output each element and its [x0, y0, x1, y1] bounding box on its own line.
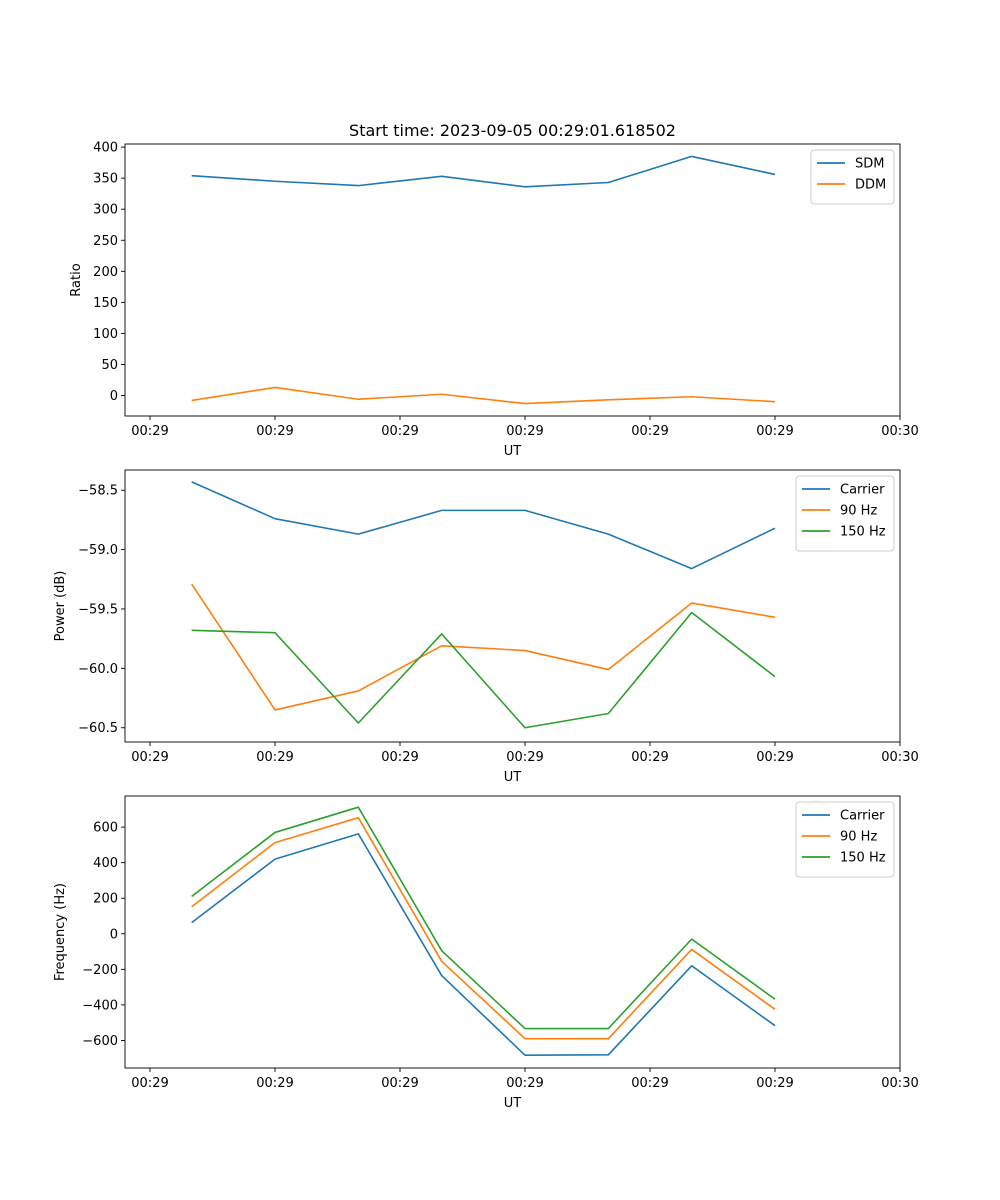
- x-tick-label: 00:29: [256, 750, 293, 765]
- legend-label: Carrier: [840, 809, 885, 824]
- y-tick-label: 150: [93, 296, 118, 311]
- axes-frame: [124, 469, 901, 743]
- y-tick-label: 50: [101, 358, 118, 373]
- series-line-sdm: [191, 155, 776, 188]
- x-tick-label: 00:29: [131, 424, 168, 439]
- y-tick-label: −59.5: [78, 602, 118, 617]
- chart-panel-3: 00:29 00:29 00:29 00:29 00:29 00:29 00:30 −600 −…: [53, 795, 919, 1111]
- y-tick-label: 200: [93, 892, 118, 907]
- y-tick-label: 200: [93, 265, 118, 280]
- x-tick-label: 00:29: [256, 1076, 293, 1091]
- x-tick-label: 00:29: [131, 1076, 168, 1091]
- y-tick-label: 100: [93, 327, 118, 342]
- y-tick-label: 0: [110, 389, 118, 404]
- y-axis-label: Power (dB): [53, 571, 68, 642]
- series-line-carrier: [191, 481, 776, 570]
- y-tick-label: 350: [93, 172, 118, 187]
- x-axis-label: UT: [504, 444, 522, 459]
- y-tick-label: −60.5: [78, 721, 118, 736]
- axes-frame: [124, 795, 901, 1069]
- y-tick-label: 600: [93, 821, 118, 836]
- legend-label: 150 Hz: [840, 525, 886, 540]
- legend-box: [795, 475, 895, 552]
- x-axis-label: UT: [504, 770, 522, 785]
- y-tick-label: 400: [93, 856, 118, 871]
- y-tick-label: −58.5: [78, 484, 118, 499]
- y-axis-label: Frequency (Hz): [53, 883, 68, 981]
- legend: Carrier 90 Hz 150 Hz: [795, 475, 895, 552]
- x-tick-label: 00:29: [756, 1076, 793, 1091]
- series-line-90-hz: [191, 583, 776, 711]
- series-line-150-hz: [191, 806, 776, 1030]
- y-tick-label: −59.0: [78, 543, 118, 558]
- series-line-ddm: [191, 386, 776, 405]
- y-tick-label: −60.0: [78, 662, 118, 677]
- chart-panel-2: 00:29 00:29 00:29 00:29 00:29 00:29 00:30 −60.5…: [53, 469, 919, 785]
- legend-label: DDM: [855, 178, 886, 193]
- legend-label: 90 Hz: [840, 830, 877, 845]
- chart-title: Start time: 2023-09-05 00:29:01.618502: [349, 121, 676, 140]
- series-line-150-hz: [191, 611, 776, 729]
- x-tick-label: 00:29: [256, 424, 293, 439]
- x-axis-label: UT: [504, 1096, 522, 1111]
- x-tick-label: 00:30: [881, 424, 918, 439]
- series-line-carrier: [191, 833, 776, 1056]
- x-tick-label: 00:29: [381, 1076, 418, 1091]
- x-tick-label: 00:29: [381, 750, 418, 765]
- legend-label: 90 Hz: [840, 504, 877, 519]
- y-tick-label: −600: [82, 1034, 118, 1049]
- y-axis-label: Ratio: [69, 263, 84, 296]
- x-tick-label: 00:29: [631, 424, 668, 439]
- legend-label: SDM: [855, 157, 884, 172]
- y-tick-label: 250: [93, 234, 118, 249]
- x-tick-label: 00:29: [131, 750, 168, 765]
- x-tick-label: 00:30: [881, 1076, 918, 1091]
- x-tick-label: 00:29: [631, 1076, 668, 1091]
- x-tick-label: 00:29: [631, 750, 668, 765]
- y-tick-label: 400: [93, 141, 118, 156]
- axes-frame: [124, 143, 901, 417]
- legend-label: Carrier: [840, 483, 885, 498]
- legend-label: 150 Hz: [840, 851, 886, 866]
- x-tick-label: 00:29: [506, 750, 543, 765]
- chart-panel-1: 00:29 00:29 00:29 00:29 00:29 00:29 00:30 0 50 10…: [69, 121, 919, 459]
- y-tick-label: −400: [82, 998, 118, 1013]
- x-tick-label: 00:29: [756, 750, 793, 765]
- legend-box: [795, 801, 895, 878]
- y-tick-label: −200: [82, 963, 118, 978]
- series-line-90-hz: [191, 816, 776, 1040]
- x-tick-label: 00:29: [506, 424, 543, 439]
- x-tick-label: 00:29: [506, 1076, 543, 1091]
- x-tick-label: 00:29: [381, 424, 418, 439]
- x-tick-label: 00:30: [881, 750, 918, 765]
- legend: Carrier 90 Hz 150 Hz: [795, 801, 895, 878]
- y-tick-label: 300: [93, 203, 118, 218]
- x-tick-label: 00:29: [756, 424, 793, 439]
- y-tick-label: 0: [110, 927, 118, 942]
- legend: SDM DDM: [810, 149, 895, 205]
